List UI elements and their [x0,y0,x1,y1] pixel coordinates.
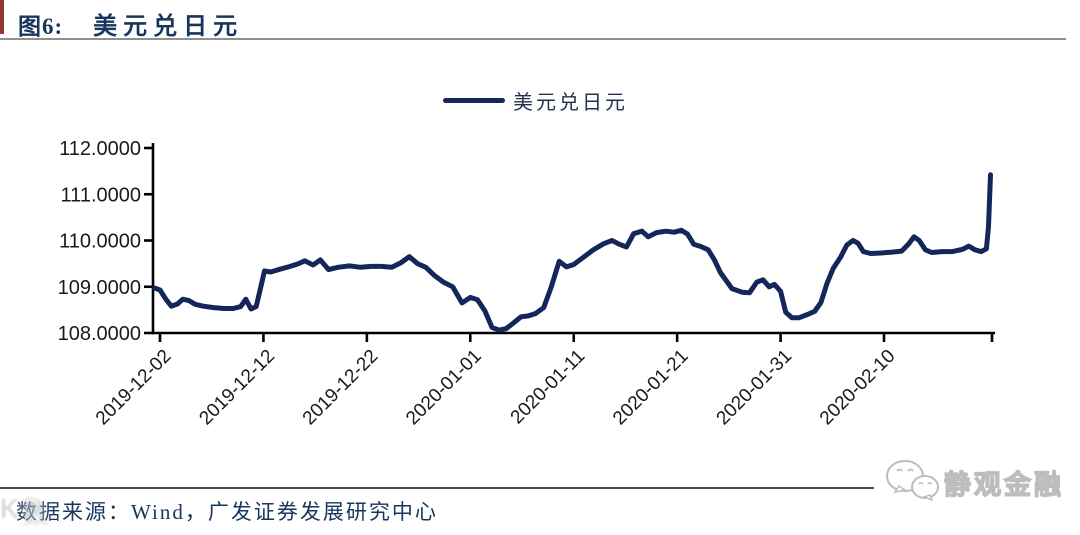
x-tick-label: 2019-12-12 [195,346,279,430]
y-tick-label: 110.0000 [59,231,141,253]
figure-title: 美元兑日元 [93,14,244,40]
y-tick-label: 111.0000 [61,184,141,206]
figure-number-label: 图6: [18,14,64,39]
figure-title-row: 图6: 美元兑日元 [18,6,243,41]
y-tick-label: 109.0000 [58,277,141,299]
x-tick-label: 2020-01-31 [713,346,797,430]
data-source-note: 数据来源：Wind，广发证券发展研究中心 [16,500,438,524]
x-tick-label: 2020-01-21 [609,346,693,430]
x-tick-label: 2020-01-11 [507,346,590,429]
x-tick-label: 2019-12-02 [92,346,176,430]
legend-series-label: 美元兑日元 [513,92,628,114]
title-accent-bar [0,0,4,34]
legend-line-swatch [443,98,505,103]
brand-watermark: 静观金融 [874,456,1070,508]
x-tick-label: 2020-01-01 [402,346,486,430]
y-tick-label: 108.0000 [58,323,141,345]
brand-watermark-text: 静观金融 [943,469,1064,500]
wechat-icon [886,460,939,502]
x-tick-label: 2019-12-22 [299,346,383,430]
series-line-usdjpy [152,172,993,333]
footer-divider-line [0,487,1066,489]
chart-legend: 美元兑日元 [443,86,628,115]
header-divider-line [0,38,1066,40]
y-tick-label: 112.0000 [59,138,141,160]
x-tick-label: 2020-02-10 [816,346,900,430]
